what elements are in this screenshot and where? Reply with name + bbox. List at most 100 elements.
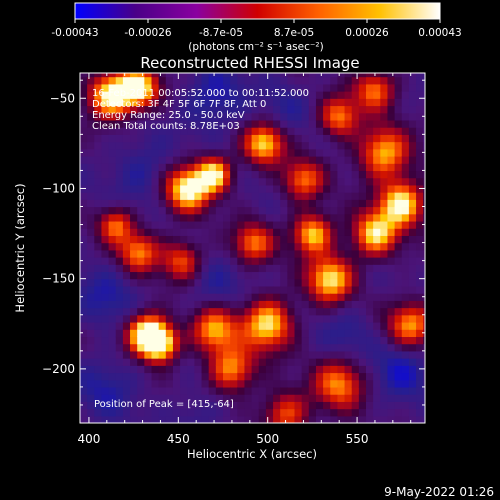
heatmap-cell: [401, 170, 410, 179]
heatmap-cell: [315, 73, 324, 78]
heatmap-cell: [144, 73, 153, 78]
heatmap-cell: [108, 408, 117, 417]
heatmap-cell: [280, 321, 288, 330]
heatmap-cell: [172, 213, 181, 222]
x-tick-label: 550: [346, 432, 369, 446]
heatmap-cell: [315, 372, 324, 381]
heatmap-cell: [401, 184, 410, 193]
heatmap-cell: [144, 307, 153, 316]
heatmap-cell: [165, 264, 174, 273]
heatmap-cell: [180, 148, 188, 157]
heatmap-cell: [194, 365, 203, 374]
heatmap-cell: [308, 148, 317, 157]
heatmap-cell: [423, 350, 425, 359]
heatmap-cell: [215, 228, 224, 236]
heatmap-cell: [337, 170, 346, 179]
heatmap-cell: [373, 213, 381, 222]
heatmap-cell: [208, 307, 217, 316]
heatmap-cell: [251, 257, 260, 265]
heatmap-cell: [144, 249, 153, 258]
heatmap-cell: [337, 401, 346, 410]
heatmap-cell: [87, 192, 95, 200]
heatmap-cell: [151, 314, 160, 323]
heatmap-cell: [394, 365, 403, 374]
heatmap-cell: [315, 127, 324, 135]
heatmap-cell: [301, 307, 310, 316]
heatmap-cell: [237, 401, 246, 410]
heatmap-cell: [115, 199, 124, 208]
heatmap-cell: [287, 112, 296, 121]
heatmap-cell: [122, 343, 131, 352]
heatmap-cell: [101, 379, 110, 388]
heatmap-cell: [101, 408, 110, 417]
heatmap-cell: [401, 148, 410, 157]
heatmap-cell: [315, 343, 324, 352]
heatmap-cell: [330, 242, 339, 251]
heatmap-cell: [208, 242, 217, 251]
heatmap-cell: [208, 134, 217, 143]
heatmap-cell: [315, 408, 324, 417]
heatmap-cell: [408, 155, 417, 164]
heatmap-cell: [323, 119, 331, 128]
heatmap-cell: [151, 184, 160, 193]
heatmap-cell: [187, 119, 195, 128]
heatmap-cell: [187, 386, 195, 395]
heatmap-cell: [94, 264, 103, 273]
heatmap-cell: [366, 343, 374, 352]
heatmap-cell: [158, 148, 167, 157]
heatmap-cell: [301, 119, 310, 128]
heatmap-cell: [201, 170, 210, 179]
heatmap-cell: [394, 257, 403, 265]
heatmap-cell: [230, 408, 238, 417]
heatmap-cell: [237, 119, 246, 128]
heatmap-cell: [87, 278, 95, 287]
heatmap-cell: [165, 73, 174, 78]
heatmap-cell: [358, 91, 367, 99]
heatmap-cell: [258, 264, 267, 273]
heatmap-cell: [280, 379, 288, 388]
heatmap-cell: [394, 285, 403, 294]
heatmap-cell: [294, 394, 303, 402]
heatmap-cell: [223, 365, 231, 374]
heatmap-cell: [401, 134, 410, 143]
heatmap-cell: [201, 98, 210, 107]
heatmap-cell: [280, 249, 288, 258]
colorbar-tick-label: 0.00026: [345, 27, 389, 39]
heatmap-cell: [416, 329, 424, 338]
heatmap-cell: [108, 350, 117, 359]
heatmap-cell: [373, 408, 381, 417]
heatmap-cell: [287, 98, 296, 107]
heatmap-cell: [223, 358, 231, 366]
heatmap-cell: [387, 343, 396, 352]
heatmap-cell: [137, 278, 145, 287]
heatmap-cell: [301, 192, 310, 200]
heatmap-cell: [394, 249, 403, 258]
heatmap-cell: [280, 365, 288, 374]
heatmap-cell: [201, 293, 210, 301]
annotation-line: 16-Feb-2011 00:05:52.000 to 00:11:52.000: [92, 88, 309, 99]
heatmap-cell: [394, 184, 403, 193]
heatmap-cell: [201, 192, 210, 200]
heatmap-cell: [251, 91, 260, 99]
heatmap-cell: [172, 91, 181, 99]
heatmap-cell: [380, 379, 389, 388]
heatmap-cell: [115, 386, 124, 395]
heatmap-cell: [172, 134, 181, 143]
heatmap-cell: [115, 213, 124, 222]
heatmap-cell: [366, 141, 374, 150]
heatmap-cell: [165, 408, 174, 417]
heatmap-cell: [130, 307, 138, 316]
heatmap-cell: [380, 394, 389, 402]
heatmap-cell: [180, 127, 188, 135]
heatmap-cell: [308, 73, 317, 78]
heatmap-cell: [387, 73, 396, 78]
heatmap-cell: [158, 155, 167, 164]
plot-image: [80, 73, 425, 423]
heatmap-cell: [258, 278, 267, 287]
heatmap-cell: [330, 73, 339, 78]
heatmap-cell: [373, 372, 381, 381]
heatmap-cell: [194, 372, 203, 381]
heatmap-cell: [172, 293, 181, 301]
heatmap-cell: [115, 394, 124, 402]
heatmap-cell: [258, 141, 267, 150]
